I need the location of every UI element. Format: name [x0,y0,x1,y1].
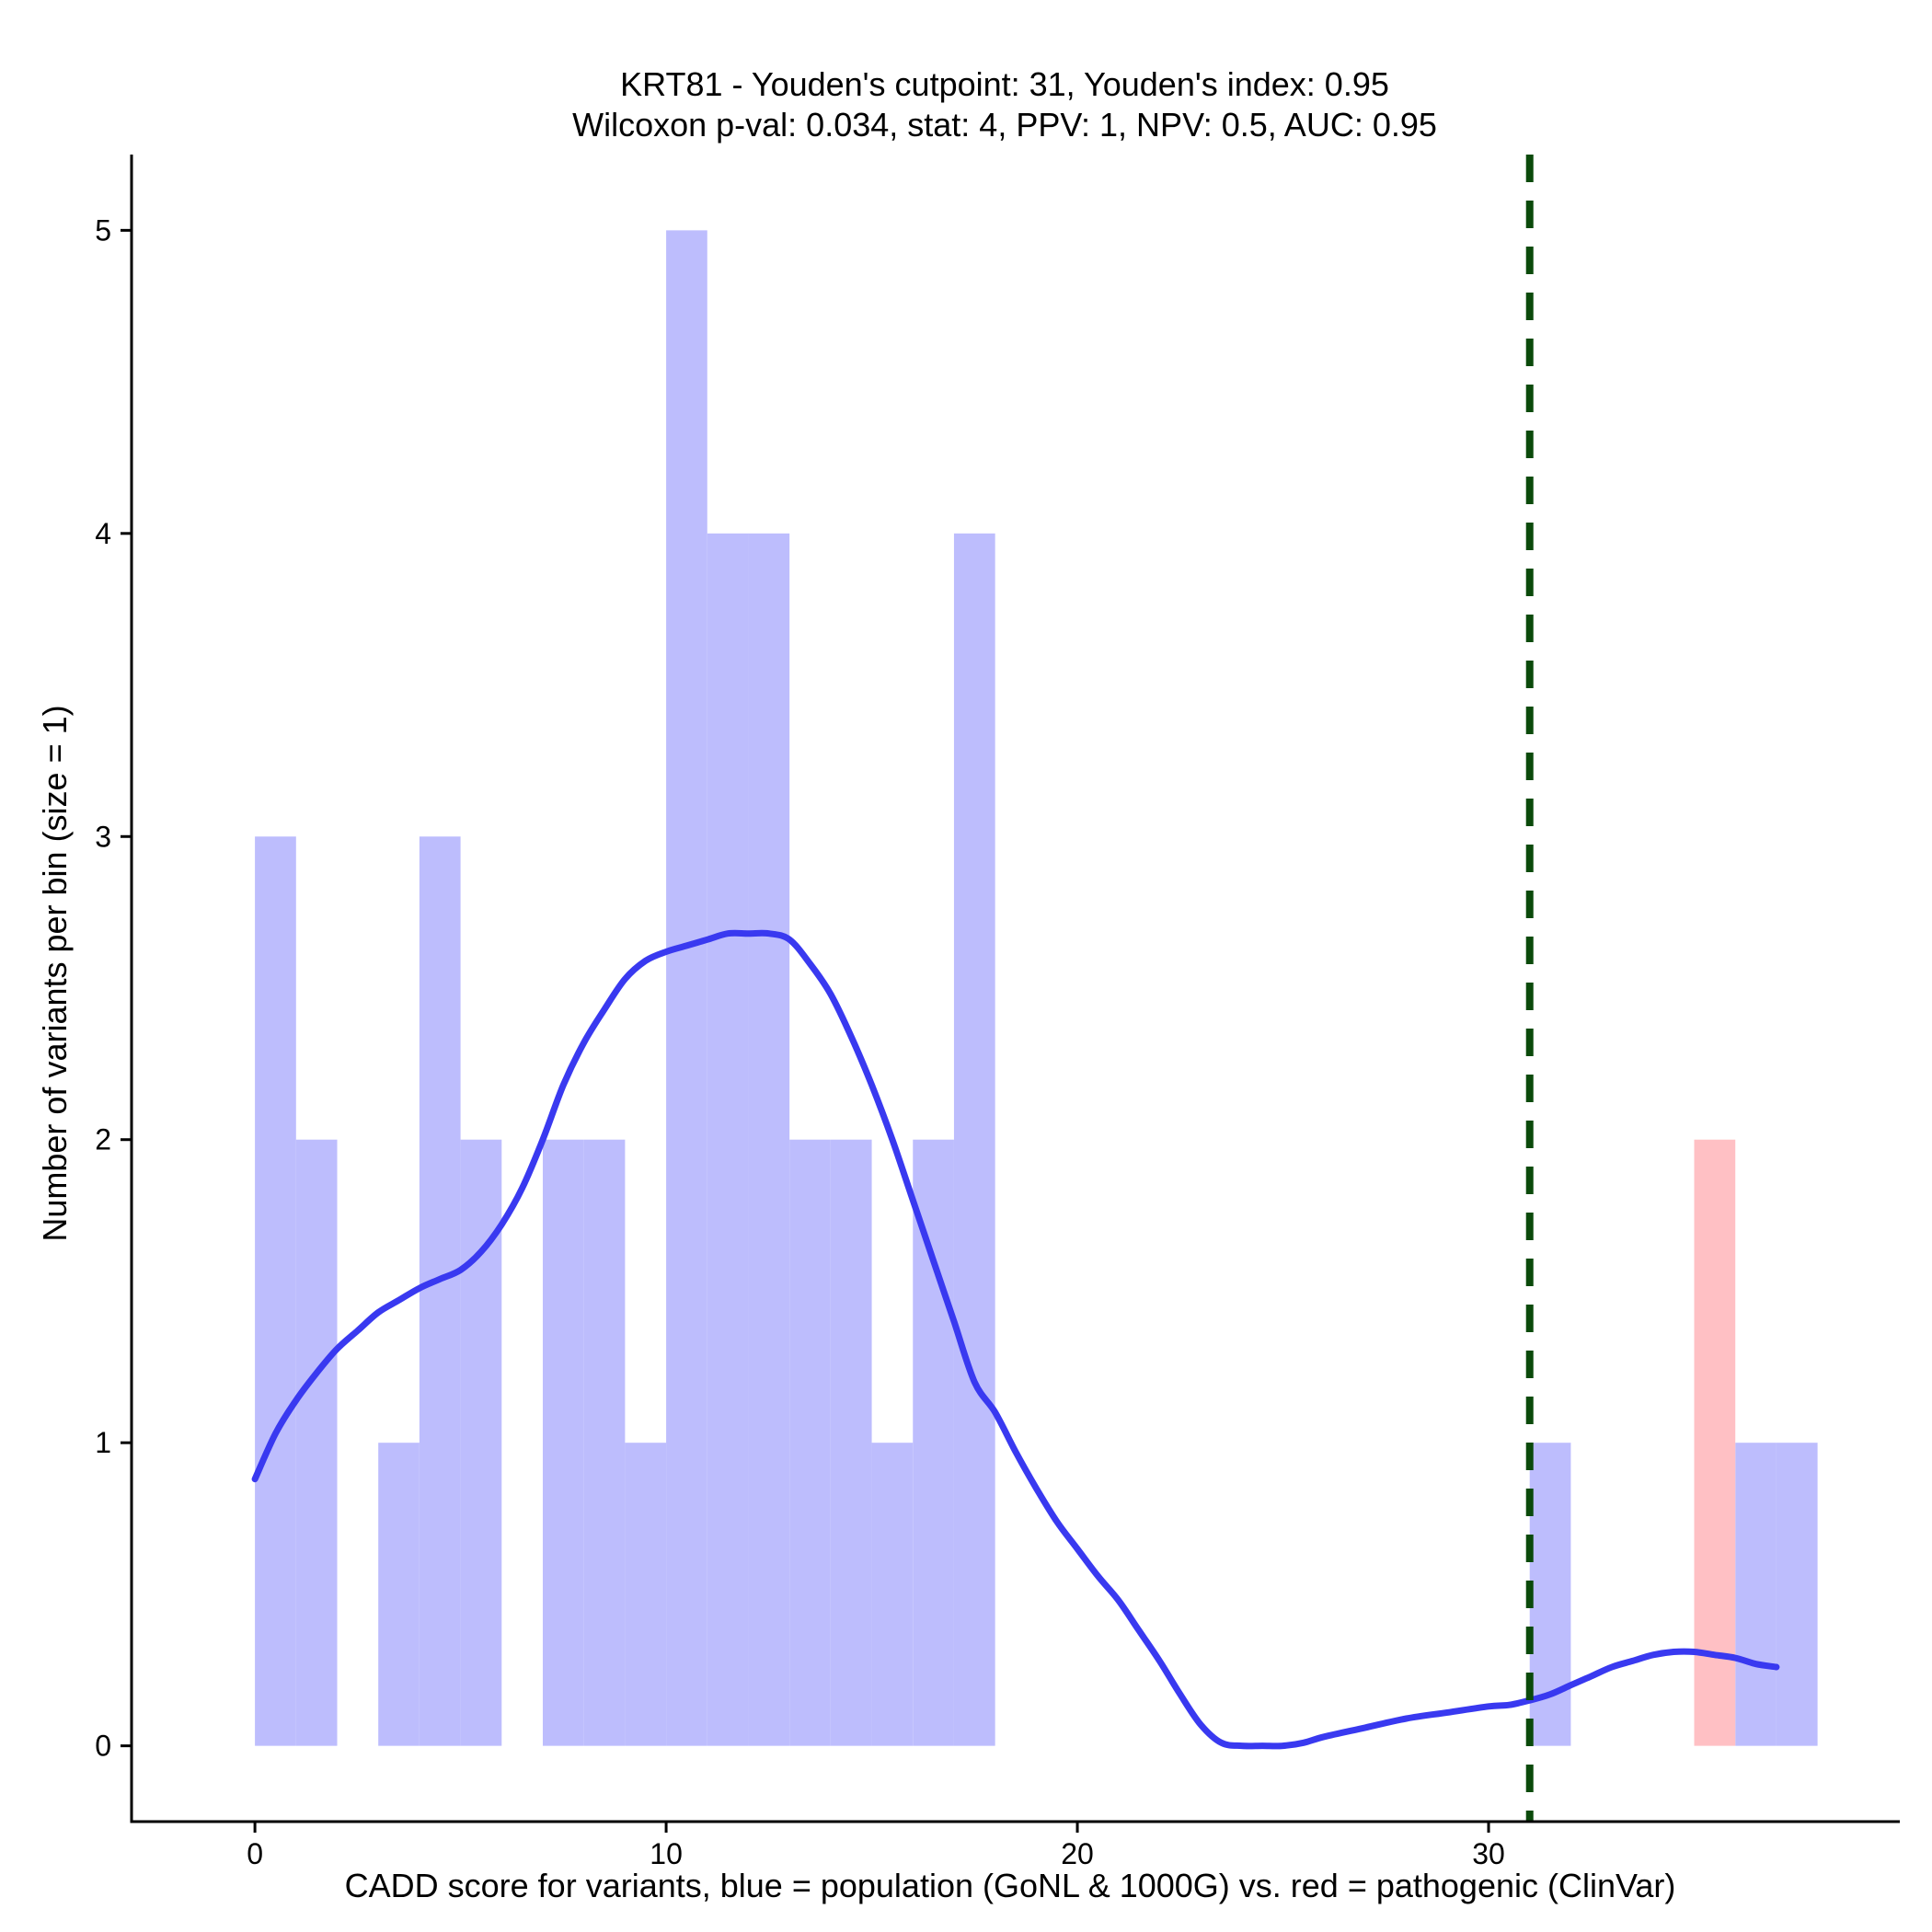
population-bar [1776,1443,1818,1746]
y-axis-ticks: 0 1 2 3 4 5 [95,213,132,1763]
population-bar [830,1139,872,1746]
population-bar [419,836,461,1746]
population-bar [1735,1443,1777,1746]
population-bar [378,1443,420,1746]
x-tick-label: 30 [1472,1837,1505,1870]
pathogenic-bar [1694,1139,1736,1746]
y-axis-title: Number of variants per bin (size = 1) [36,705,74,1241]
population-bar [583,1139,626,1746]
x-axis-ticks: 0 10 20 30 [247,1822,1505,1870]
chart-title: KRT81 - Youden's cutpoint: 31, Youden's … [572,65,1437,144]
x-tick-label: 10 [650,1837,683,1870]
density-curve [251,929,1780,1750]
population-bar [255,836,296,1746]
y-tick-label: 5 [95,213,111,247]
population-bar [789,1139,831,1746]
population-bar [707,533,749,1746]
x-tick-label: 0 [247,1837,263,1870]
population-bar [666,230,707,1746]
population-bar [460,1139,502,1746]
y-tick-label: 3 [95,820,111,853]
population-bar [748,533,790,1746]
population-bar [295,1139,338,1746]
y-tick-label: 2 [95,1123,111,1156]
pathogenic-bars [1694,1139,1736,1746]
y-tick-label: 0 [95,1730,111,1763]
x-axis-title: CADD score for variants, blue = populati… [345,1867,1676,1904]
population-bar [953,533,995,1746]
population-bar [542,1139,584,1746]
population-bar [913,1139,954,1746]
x-tick-label: 20 [1061,1837,1094,1870]
population-bar [871,1443,914,1746]
title-line-2: Wilcoxon p-val: 0.034, stat: 4, PPV: 1, … [572,106,1437,144]
y-tick-label: 4 [95,517,111,550]
population-bars [255,230,1818,1746]
axes: 0 1 2 3 4 5 0 10 20 30 [95,155,1900,1870]
title-line-1: KRT81 - Youden's cutpoint: 31, Youden's … [620,65,1389,103]
population-bar [625,1443,667,1746]
y-tick-label: 1 [95,1426,111,1459]
